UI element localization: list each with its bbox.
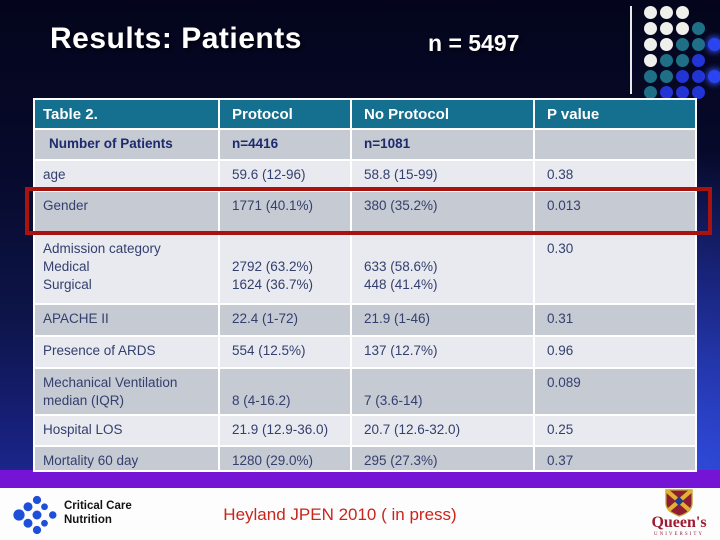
table-row: APACHE II 22.4 (1-72) 21.9 (1-46) 0.31	[33, 303, 697, 337]
table-cell: 59.6 (12-96)	[218, 159, 352, 192]
table-cell: APACHE II	[33, 303, 220, 337]
table-cell: 22.4 (1-72)	[218, 303, 352, 337]
table-row: Number of Patients n=4416 n=1081	[33, 128, 697, 161]
decorative-dot	[644, 22, 657, 35]
vertical-separator-line	[630, 6, 632, 94]
decorative-dot	[676, 54, 689, 67]
decorative-dot	[644, 86, 657, 99]
table-cell: n=4416	[218, 128, 352, 161]
header-cell: No Protocol	[350, 98, 535, 130]
decorative-dot	[692, 22, 705, 35]
table-cell	[533, 128, 697, 161]
table-cell: Hospital LOS	[33, 414, 220, 447]
table-cell: 633 (58.6%) 448 (41.4%)	[350, 233, 535, 305]
table-cell: age	[33, 159, 220, 192]
citation-text: Heyland JPEN 2010 ( in press)	[223, 505, 457, 524]
decorative-dot	[660, 86, 673, 99]
header-cell: P value	[533, 98, 697, 130]
table-row: Mortality 60 day 1280 (29.0%) 295 (27.3%…	[33, 445, 697, 472]
table-cell: Presence of ARDS	[33, 335, 220, 369]
decorative-dot	[676, 86, 689, 99]
decorative-dot	[692, 54, 705, 67]
critical-care-nutrition-wordmark: Critical Care Nutrition	[64, 500, 132, 528]
table-row: Presence of ARDS 554 (12.5%) 137 (12.7%)…	[33, 335, 697, 369]
table-row: Admission category Medical Surgical 2792…	[33, 233, 697, 305]
table-row: Hospital LOS 21.9 (12.9-36.0) 20.7 (12.6…	[33, 414, 697, 447]
decorative-dot	[708, 70, 720, 83]
queens-university-subtext: UNIVERSITY	[654, 532, 704, 537]
table-cell: 0.30	[533, 233, 697, 305]
table-cell: n=1081	[350, 128, 535, 161]
decorative-dot	[660, 70, 673, 83]
decorative-dot	[644, 6, 657, 19]
header-cell: Table 2.	[33, 98, 220, 130]
critical-care-nutrition-logo-icon	[13, 495, 57, 535]
table-cell: 21.9 (12.9-36.0)	[218, 414, 352, 447]
table-cell: 1280 (29.0%)	[218, 445, 352, 472]
decorative-dot	[692, 38, 705, 51]
table-cell: Mortality 60 day	[33, 445, 220, 472]
table-cell: 2792 (63.2%) 1624 (36.7%)	[218, 233, 352, 305]
decorative-dot	[660, 54, 673, 67]
table-cell: 8 (4-16.2)	[218, 367, 352, 416]
footer: Critical Care Nutrition Heyland JPEN 201…	[0, 488, 720, 540]
decorative-dot	[660, 22, 673, 35]
table-row: age 59.6 (12-96) 58.8 (15-99) 0.38	[33, 159, 697, 192]
table-cell: Mechanical Ventilation median (IQR)	[33, 367, 220, 416]
decorative-dot	[676, 38, 689, 51]
table-cell: 380 (35.2%)	[350, 190, 535, 235]
table-row-gender-highlighted: Gender 1771 (40.1%) 380 (35.2%) 0.013	[33, 190, 697, 235]
sample-size-label: n = 5497	[428, 30, 520, 56]
table-cell: Gender	[33, 190, 220, 235]
table-cell: Admission category Medical Surgical	[33, 233, 220, 305]
decorative-dot	[708, 38, 720, 51]
queens-university-logo: Queen's UNIVERSITY	[640, 489, 718, 537]
table-cell: 0.25	[533, 414, 697, 447]
table-cell: 0.013	[533, 190, 697, 235]
decorative-dot	[644, 54, 657, 67]
results-table: Table 2. Protocol No Protocol P value Nu…	[33, 98, 697, 472]
decorative-dot	[644, 38, 657, 51]
header-cell: Protocol	[218, 98, 352, 130]
decorative-dot	[692, 70, 705, 83]
queens-crest-icon	[665, 489, 693, 517]
table-cell: 554 (12.5%)	[218, 335, 352, 369]
purple-divider-bar	[0, 470, 720, 488]
table-header-row: Table 2. Protocol No Protocol P value	[33, 98, 697, 130]
logo-text-line2: Nutrition	[64, 513, 112, 526]
decorative-dot	[660, 6, 673, 19]
slide-title: Results: Patients	[50, 22, 302, 55]
logo-text-line1: Critical Care	[64, 500, 132, 512]
queens-wordmark: Queen's	[651, 514, 707, 531]
table-cell: 0.96	[533, 335, 697, 369]
table-cell: 295 (27.3%)	[350, 445, 535, 472]
table-cell: 21.9 (1-46)	[350, 303, 535, 337]
decorative-dot	[676, 22, 689, 35]
table-cell: Number of Patients	[33, 128, 220, 161]
decorative-dot	[692, 86, 705, 99]
table-cell: 20.7 (12.6-32.0)	[350, 414, 535, 447]
table-cell: 0.31	[533, 303, 697, 337]
decorative-dot	[644, 70, 657, 83]
table-cell: 137 (12.7%)	[350, 335, 535, 369]
table-cell: 7 (3.6-14)	[350, 367, 535, 416]
decorative-dot	[660, 38, 673, 51]
table-cell: 0.089	[533, 367, 697, 416]
decorative-dot	[676, 70, 689, 83]
gender-row-highlight-box	[25, 187, 712, 235]
table-cell: 1771 (40.1%)	[218, 190, 352, 235]
table-row: Mechanical Ventilation median (IQR) 8 (4…	[33, 367, 697, 416]
dot-pattern-decoration	[630, 0, 720, 110]
table-cell: 0.37	[533, 445, 697, 472]
decorative-dot	[676, 6, 689, 19]
